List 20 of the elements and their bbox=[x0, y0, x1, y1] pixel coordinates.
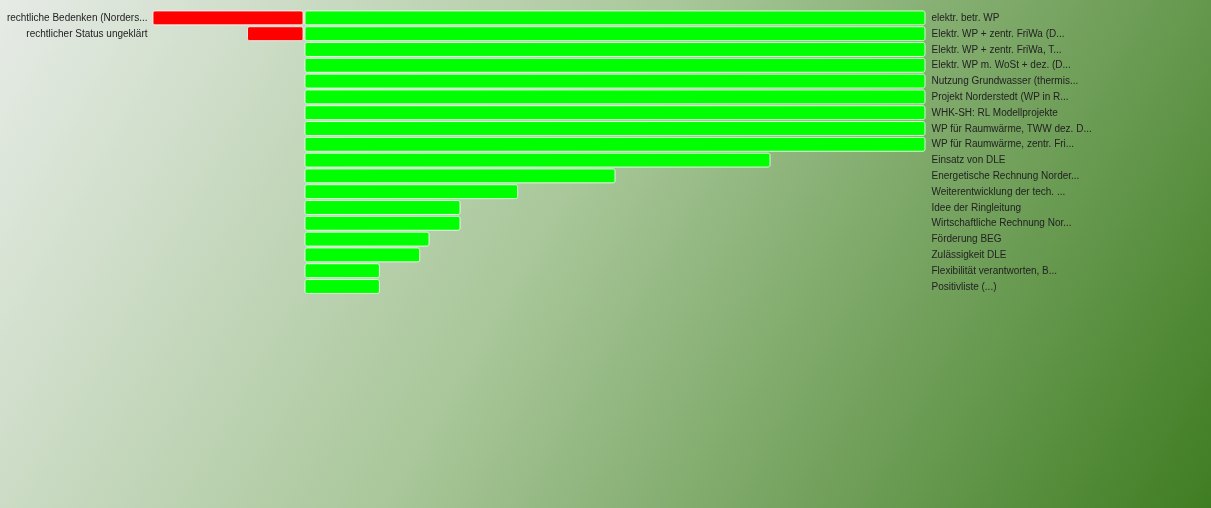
y-tick-label: Elektr. WP + zentr. FriWa (D... bbox=[931, 27, 1065, 39]
y-tick-label: Zulässigkeit DLE bbox=[931, 248, 1007, 260]
y-tick-label: Elektr. WP + zentr. FriWa, T... bbox=[931, 43, 1062, 55]
y-tick-label: elektr. betr. WP bbox=[931, 11, 1000, 23]
y-tick-label: Flexibilität verantworten, B... bbox=[931, 264, 1058, 276]
y-tick-label: Idee der Ringleitung bbox=[931, 201, 1022, 213]
y-tick-label: Weiterentwicklung der tech. ... bbox=[931, 185, 1066, 197]
y-tick-label: Projekt Norderstedt (WP in R... bbox=[931, 90, 1069, 102]
y-tick-label: Positivliste (...) bbox=[931, 280, 997, 292]
y-tick-label: Elektr. WP m. WoSt + dez. (D... bbox=[931, 59, 1071, 71]
y-tick-label: Einsatz von DLE bbox=[931, 154, 1006, 166]
y-tick-label: WP für Raumwärme, zentr. Fri... bbox=[931, 138, 1075, 150]
y-tick-label: Wirtschaftliche Rechnung Nor... bbox=[931, 217, 1072, 229]
y-tick-label: Förderung BEG bbox=[931, 233, 1002, 245]
y-tick-label: rechtlicher Status ungeklärt bbox=[26, 27, 148, 39]
y-tick-label: WP für Raumwärme, TWW dez. D... bbox=[931, 122, 1092, 134]
y-tick-label: WHK-SH: RL Modellprojekte bbox=[931, 106, 1059, 118]
y-tick-label: Energetische Rechnung Norder... bbox=[931, 169, 1080, 181]
y-tick-label: rechtliche Bedenken (Norders... bbox=[6, 11, 148, 23]
y-tick-label: Nutzung Grundwasser (thermis... bbox=[931, 75, 1079, 87]
